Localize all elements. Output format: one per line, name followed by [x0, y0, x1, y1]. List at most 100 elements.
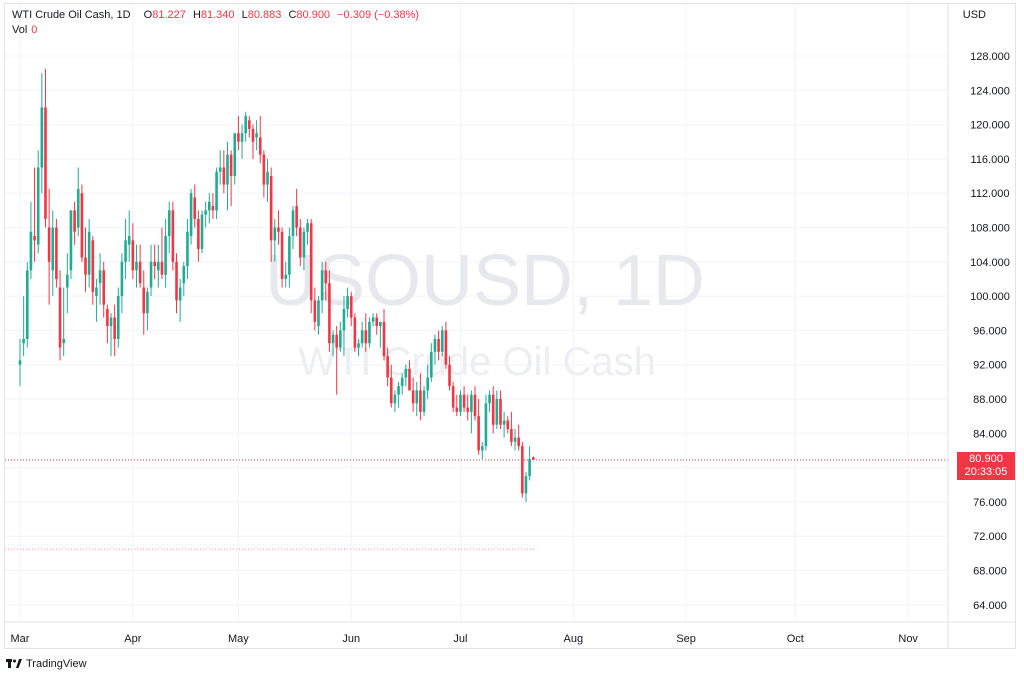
candle-body [157, 261, 160, 271]
candle-body [22, 338, 25, 344]
candle-body [375, 317, 379, 327]
candle-body [346, 296, 349, 309]
candle [473, 386, 477, 421]
candle [95, 278, 98, 322]
candle [371, 313, 375, 327]
candle [47, 188, 51, 305]
candle [404, 364, 408, 387]
candle-body [142, 287, 146, 314]
candle-body [528, 459, 531, 477]
candle-body [437, 338, 440, 352]
candle-body [499, 399, 502, 425]
y-tick-label: 128.000 [970, 51, 1010, 63]
volume-value: 0 [31, 24, 38, 36]
candle-body [240, 133, 244, 142]
candle [382, 308, 386, 361]
candle-body [455, 407, 459, 412]
y-tick-label: 88.000 [973, 394, 1007, 406]
candle-body [404, 368, 408, 378]
volume-label[interactable]: Vol [12, 24, 28, 36]
candle [142, 270, 146, 335]
candle [462, 386, 466, 412]
candle [477, 399, 480, 455]
y-tick-label: 68.000 [973, 566, 1007, 578]
y-tick-label: 72.000 [973, 531, 1007, 543]
x-tick-label: Aug [563, 633, 583, 645]
candle-body [87, 231, 91, 275]
symbol-title[interactable]: WTI Crude Oil Cash, 1D [12, 9, 131, 21]
candle [313, 287, 317, 331]
tradingview-footer[interactable]: TradingView [6, 658, 87, 670]
candle-body [495, 399, 499, 425]
candle [120, 253, 124, 314]
candle-body [389, 377, 393, 404]
candle [273, 218, 277, 262]
candle [419, 373, 422, 421]
candle [248, 116, 251, 138]
candle [69, 210, 73, 279]
candle [62, 287, 65, 357]
candle-body [200, 214, 204, 249]
candle [240, 124, 244, 159]
candle-body [386, 356, 389, 378]
candle-body [422, 390, 426, 412]
candle-body [153, 261, 156, 267]
change-value: −0.309 (−0.38%) [337, 9, 420, 21]
candle-body [415, 390, 419, 404]
candle [80, 184, 84, 262]
candle [204, 201, 207, 228]
candle-body [320, 270, 324, 301]
candle [113, 304, 116, 357]
candle-body [488, 394, 491, 404]
candle [211, 193, 215, 219]
candle [58, 270, 62, 361]
chart-frame[interactable] [4, 3, 1016, 649]
candle-body [149, 261, 153, 288]
candle-body [138, 261, 142, 284]
candle-body [262, 154, 266, 185]
candle [353, 313, 357, 352]
candle [346, 287, 349, 318]
candle [175, 253, 178, 314]
candle-body [360, 330, 364, 344]
candle-body [371, 317, 375, 322]
chart-legend: WTI Crude Oil Cash, 1D O81.227 H81.340 L… [12, 9, 423, 21]
candle-body [342, 308, 346, 331]
candle-body [106, 308, 109, 327]
candle [197, 210, 200, 262]
candle [470, 390, 473, 434]
candle [135, 244, 138, 288]
candle-body [175, 261, 178, 301]
candle [186, 218, 189, 279]
candle [237, 116, 240, 151]
candle-body [448, 364, 451, 387]
candle [182, 261, 186, 297]
candle-body [189, 193, 193, 237]
candle-body [513, 437, 517, 442]
candle [222, 150, 226, 194]
candle-body [33, 236, 36, 241]
candle [451, 381, 455, 412]
candle [339, 321, 342, 352]
currency-label[interactable]: USD [962, 9, 986, 21]
candle [349, 291, 353, 327]
candle [328, 270, 331, 352]
candle [178, 278, 182, 322]
candle-body [182, 266, 186, 284]
candle-body [426, 377, 429, 391]
candle [317, 296, 320, 335]
candle [106, 304, 109, 344]
candle-body [76, 188, 80, 228]
candle [146, 287, 149, 331]
tradingview-brand: TradingView [26, 658, 87, 670]
candle-body [288, 236, 291, 275]
candle-body [124, 240, 127, 262]
time-axis: Mar Apr May Jun Jul Aug Sep Oct Nov [5, 621, 1015, 645]
candle [422, 386, 426, 417]
last-price-tag: 80.900 20:33:05 [957, 452, 1015, 480]
candle-body [291, 210, 295, 237]
candle [513, 429, 517, 451]
candle [397, 381, 400, 408]
candle [331, 330, 335, 357]
